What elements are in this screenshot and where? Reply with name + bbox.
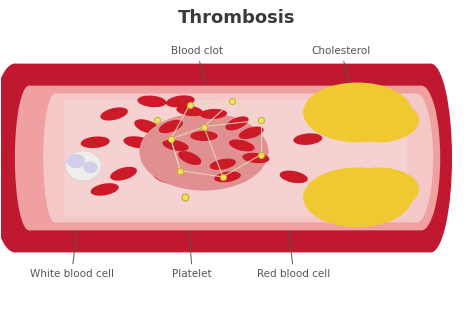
Ellipse shape (100, 107, 128, 120)
Ellipse shape (410, 64, 452, 252)
FancyBboxPatch shape (15, 64, 431, 252)
Ellipse shape (239, 126, 264, 139)
Ellipse shape (91, 183, 119, 196)
Ellipse shape (81, 137, 109, 148)
Ellipse shape (15, 86, 43, 230)
Ellipse shape (178, 151, 201, 165)
Ellipse shape (324, 179, 400, 222)
Ellipse shape (134, 119, 160, 134)
Ellipse shape (226, 116, 248, 131)
Text: Platelet: Platelet (172, 200, 212, 279)
Ellipse shape (338, 167, 419, 211)
Ellipse shape (356, 177, 411, 208)
Text: White blood cell: White blood cell (29, 181, 114, 279)
Ellipse shape (229, 139, 255, 151)
FancyBboxPatch shape (29, 86, 421, 230)
Ellipse shape (242, 153, 269, 163)
Ellipse shape (163, 140, 189, 151)
Ellipse shape (400, 94, 433, 222)
Text: Thrombosis: Thrombosis (178, 9, 296, 27)
Ellipse shape (123, 136, 152, 148)
Text: Cholesterol: Cholesterol (311, 46, 371, 110)
Text: Red blood cell: Red blood cell (257, 192, 330, 279)
Text: Blood clot: Blood clot (171, 46, 223, 103)
Ellipse shape (137, 95, 166, 107)
Ellipse shape (324, 94, 400, 137)
Ellipse shape (210, 159, 236, 170)
Ellipse shape (0, 64, 41, 252)
Ellipse shape (280, 171, 308, 183)
Ellipse shape (200, 109, 227, 119)
Ellipse shape (110, 167, 137, 181)
Ellipse shape (190, 131, 218, 141)
Ellipse shape (293, 133, 322, 145)
Ellipse shape (338, 98, 419, 142)
Ellipse shape (66, 151, 101, 181)
FancyBboxPatch shape (64, 100, 407, 216)
Ellipse shape (176, 106, 203, 116)
Ellipse shape (166, 95, 195, 107)
Ellipse shape (139, 113, 268, 191)
Ellipse shape (214, 172, 241, 182)
Ellipse shape (83, 161, 98, 173)
Ellipse shape (303, 82, 412, 142)
Ellipse shape (43, 94, 67, 222)
Ellipse shape (153, 170, 180, 184)
Ellipse shape (356, 108, 411, 139)
Ellipse shape (159, 120, 183, 133)
Ellipse shape (67, 154, 85, 168)
FancyBboxPatch shape (55, 94, 417, 222)
Ellipse shape (303, 167, 412, 227)
Ellipse shape (402, 86, 440, 230)
